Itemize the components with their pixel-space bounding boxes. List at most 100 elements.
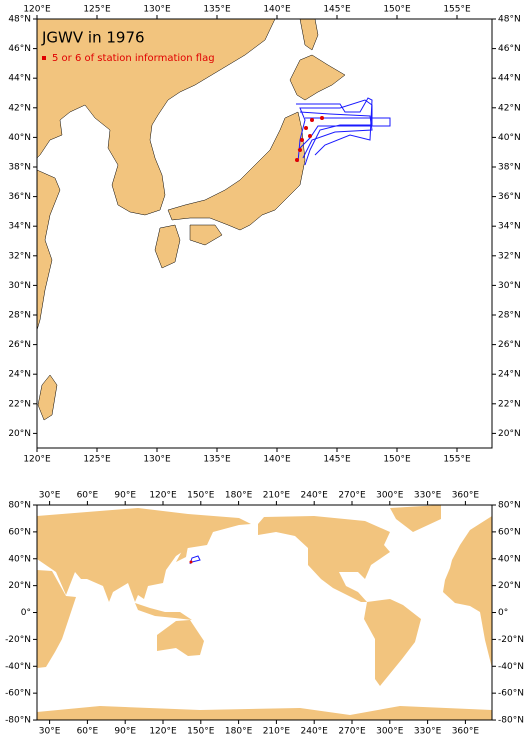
lat-label: 48°N — [8, 15, 31, 25]
lat-label: -60°N — [5, 689, 31, 699]
lat-label: 46°N — [498, 44, 521, 54]
lat-label: -80°N — [498, 716, 524, 726]
lat-label: 60°N — [498, 527, 521, 537]
lon-label: 145°E — [323, 5, 351, 15]
lon-label: 135°E — [203, 455, 231, 465]
eurasia — [37, 508, 251, 602]
lat-label: 80°N — [498, 501, 521, 511]
lat-label: 20°N — [8, 581, 31, 591]
lon-label: 330°E — [414, 491, 442, 501]
flag-point — [189, 560, 193, 564]
lat-label: 36°N — [498, 192, 521, 202]
lat-label: 60°N — [8, 527, 31, 537]
lon-label: 135°E — [203, 5, 231, 15]
lon-label: 150°E — [383, 5, 411, 15]
lon-label: 150°E — [187, 727, 215, 737]
flag-point — [300, 138, 304, 142]
lat-label: 40°N — [498, 133, 521, 143]
lon-label: 330°E — [414, 727, 442, 737]
lon-label: 360°E — [452, 491, 480, 501]
lat-label: 32°N — [498, 251, 521, 261]
lat-label: -80°N — [5, 716, 31, 726]
lon-label: 30°E — [39, 491, 61, 501]
lon-label: 270°E — [338, 727, 366, 737]
lon-label: 120°E — [149, 491, 177, 501]
track — [299, 111, 373, 159]
lat-label: 48°N — [498, 15, 521, 25]
lat-label: -20°N — [5, 635, 31, 645]
antarctica — [37, 706, 492, 720]
track — [297, 99, 373, 166]
lon-label: 125°E — [83, 455, 111, 465]
africa-east — [37, 570, 76, 668]
lat-label: 38°N — [8, 163, 31, 173]
flag-point — [320, 116, 324, 120]
main-map: JGWV in 1976 5 or 6 of station informati… — [36, 18, 493, 449]
lon-label: 130°E — [143, 5, 171, 15]
lon-label: 180°E — [225, 727, 253, 737]
lon-label: 155°E — [443, 455, 471, 465]
lon-label: 210°E — [263, 727, 291, 737]
lon-label: 300°E — [376, 491, 404, 501]
honshu — [167, 111, 306, 231]
lon-label: 120°E — [23, 5, 51, 15]
flag-point — [298, 148, 302, 152]
lat-label: 22°N — [8, 399, 31, 409]
lat-label: 24°N — [498, 370, 521, 380]
europe-africa — [443, 516, 492, 668]
lon-label: 155°E — [443, 5, 471, 15]
hokkaido — [289, 54, 346, 101]
legend-marker — [42, 56, 46, 60]
lat-label: 42°N — [498, 103, 521, 113]
lat-label: 20°N — [8, 429, 31, 439]
world-map — [36, 504, 493, 721]
tracks — [296, 97, 391, 166]
track — [189, 555, 201, 565]
lat-label: 46°N — [8, 44, 31, 54]
lon-label: 145°E — [323, 455, 351, 465]
track — [296, 97, 373, 156]
lon-label: 150°E — [187, 491, 215, 501]
china-coast — [36, 169, 61, 331]
lat-label: 32°N — [8, 251, 31, 261]
taiwan — [37, 374, 58, 421]
lat-label: -20°N — [498, 635, 524, 645]
lon-label: 60°E — [77, 491, 99, 501]
lat-label: 40°N — [498, 554, 521, 564]
track — [297, 117, 391, 151]
south-america — [364, 599, 421, 686]
lat-label: -40°N — [498, 662, 524, 672]
lat-label: 42°N — [8, 103, 31, 113]
lat-label: -40°N — [5, 662, 31, 672]
lon-label: 140°E — [263, 5, 291, 15]
lon-label: 210°E — [263, 491, 291, 501]
mainland — [36, 18, 276, 216]
lon-label: 120°E — [23, 455, 51, 465]
indonesia — [135, 603, 192, 620]
lon-label: 180°E — [225, 491, 253, 501]
lon-label: 140°E — [263, 455, 291, 465]
lon-label: 270°E — [338, 491, 366, 501]
lon-label: 130°E — [143, 455, 171, 465]
lat-label: 26°N — [8, 340, 31, 350]
lat-label: 80°N — [8, 501, 31, 511]
shikoku — [189, 224, 223, 246]
lon-label: 240°E — [301, 727, 329, 737]
legend-text: 5 or 6 of station information flag — [52, 53, 215, 64]
greenland — [390, 505, 441, 532]
lat-label: 24°N — [8, 370, 31, 380]
lon-label: 300°E — [376, 727, 404, 737]
lat-label: 34°N — [8, 222, 31, 232]
flag-point — [304, 126, 308, 130]
lon-label: 120°E — [149, 727, 177, 737]
flag-point — [295, 158, 299, 162]
lat-label: 44°N — [8, 74, 31, 84]
north-america — [258, 516, 390, 602]
lat-label: 20°N — [498, 581, 521, 591]
lat-label: 38°N — [498, 163, 521, 173]
australia — [157, 620, 204, 656]
lon-label: 60°E — [77, 727, 99, 737]
lat-label: 40°N — [8, 554, 31, 564]
kyushu — [154, 224, 181, 269]
